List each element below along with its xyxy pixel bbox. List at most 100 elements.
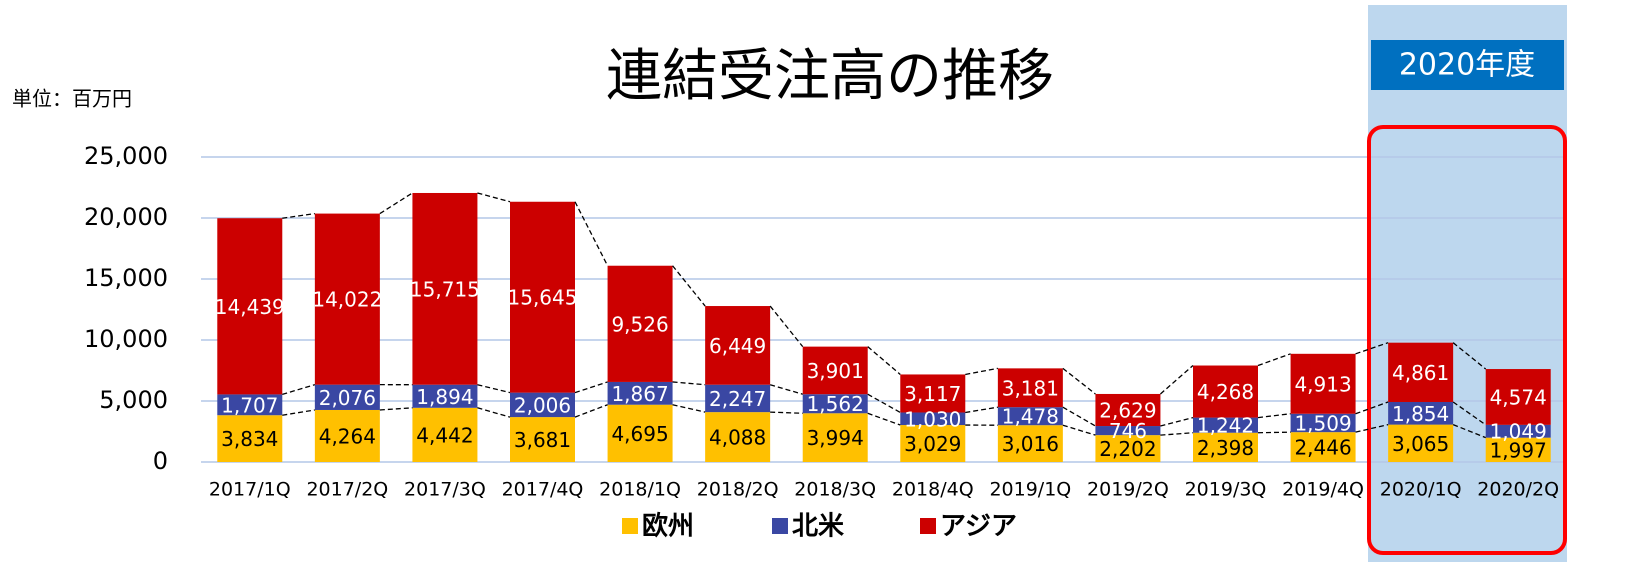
chart-title: 連結受注高の推移: [606, 44, 1054, 109]
bar-segment: [510, 392, 575, 418]
connector-line: [574, 201, 609, 267]
x-tick-label: 2020/1Q: [1380, 479, 1462, 501]
data-label: 1,509: [1294, 411, 1351, 435]
connector-line: [1257, 413, 1291, 419]
connector-line: [477, 192, 511, 203]
bar-segment: [900, 374, 966, 413]
connector-line: [1452, 424, 1486, 439]
x-tick-label: 2017/1Q: [209, 479, 291, 501]
data-label: 4,268: [1197, 380, 1254, 404]
connector-line: [867, 346, 901, 375]
bar-segment: [510, 201, 575, 393]
bar-segment: [802, 346, 868, 395]
connector-line: [1355, 342, 1389, 355]
connector-line: [1257, 431, 1291, 434]
bar-segment: [997, 368, 1063, 408]
bar-segment: [217, 415, 283, 462]
data-label: 3,681: [514, 428, 571, 452]
data-label: 1,867: [611, 382, 668, 406]
bar-segment: [705, 412, 771, 462]
bar-segment: [1485, 424, 1551, 438]
bar-segment: [217, 394, 283, 416]
legend-label: アジア: [940, 512, 1017, 542]
connector-line: [965, 367, 998, 376]
connector-line: [1062, 367, 1096, 395]
grid: [201, 156, 1567, 463]
connector-line: [672, 265, 706, 307]
y-tick-label: 15,000: [84, 264, 168, 292]
bar-segment: [1193, 432, 1258, 462]
bar-segment: [1388, 424, 1454, 462]
bar-segment: [217, 218, 283, 395]
connector-line: [1452, 401, 1487, 426]
data-label: 3,065: [1392, 432, 1449, 456]
data-label: 3,117: [904, 382, 961, 406]
connector-line: [1160, 416, 1194, 427]
data-label: 2,247: [709, 387, 766, 411]
connector-line: [770, 411, 803, 414]
bar-segment: [900, 412, 966, 426]
data-label: 1,562: [807, 392, 864, 416]
y-tick-label: 5,000: [99, 386, 168, 414]
data-label: 2,446: [1294, 436, 1351, 460]
legend-swatch: [920, 518, 936, 534]
data-label: 6,449: [709, 334, 766, 358]
connector-line: [477, 384, 511, 394]
bar-segment: [1193, 417, 1258, 433]
x-tick-label: 2020/2Q: [1477, 479, 1559, 501]
data-label: 746: [1109, 419, 1147, 443]
x-tick-label: 2018/1Q: [599, 479, 681, 501]
connector-line: [282, 384, 316, 396]
bar-segment: [1290, 353, 1356, 414]
y-tick-label: 10,000: [84, 325, 168, 353]
unit-label: 単位：百万円: [12, 87, 132, 111]
x-tick-label: 2017/2Q: [306, 479, 388, 501]
data-label: 15,715: [410, 277, 480, 301]
connector-line: [282, 212, 315, 219]
connector-line: [574, 404, 608, 418]
x-tick-label: 2019/2Q: [1087, 479, 1169, 501]
data-label: 1,997: [1490, 438, 1547, 462]
data-label: 1,242: [1197, 414, 1254, 438]
x-tick-label: 2018/2Q: [697, 479, 779, 501]
bar-segment: [314, 213, 380, 385]
data-label: 14,022: [312, 288, 382, 312]
connector-line: [672, 381, 706, 386]
connector-line: [1355, 401, 1389, 415]
data-label: 4,264: [319, 424, 376, 448]
connector-line: [1355, 423, 1389, 433]
bar-segment: [802, 413, 868, 462]
data-label: 2,629: [1099, 398, 1156, 422]
data-label: 3,029: [904, 432, 961, 456]
data-label: 2,076: [319, 386, 376, 410]
data-label: 15,645: [508, 286, 578, 310]
connector-line: [1452, 342, 1487, 370]
x-tick-label: 2019/1Q: [989, 479, 1071, 501]
connector-line: [769, 305, 804, 348]
y-tick-label: 25,000: [84, 142, 168, 170]
data-label: 1,854: [1392, 402, 1449, 426]
data-label: 4,913: [1294, 372, 1351, 396]
bar-segment: [314, 384, 380, 410]
bar-segment: [1485, 437, 1551, 462]
x-tick-label: 2018/3Q: [794, 479, 876, 501]
bar-segment: [1388, 342, 1454, 402]
connector-line: [867, 393, 901, 414]
connector-line: [1062, 424, 1096, 436]
x-tick-label: 2019/4Q: [1282, 479, 1364, 501]
x-tick-label: 2017/4Q: [502, 479, 584, 501]
bar-segment: [705, 306, 771, 385]
connector-line: [379, 407, 413, 411]
highlight-label-box: [1371, 40, 1564, 90]
connector-line: [574, 381, 608, 394]
bar-segment: [607, 404, 673, 462]
legend-label: 北米: [792, 512, 844, 542]
data-label: 1,707: [221, 393, 278, 417]
bar-segment: [997, 425, 1063, 462]
highlight-frame: [1367, 125, 1567, 555]
x-tick-label: 2018/4Q: [892, 479, 974, 501]
y-tick-label: 0: [153, 447, 168, 475]
bar-segment: [510, 417, 575, 462]
data-label: 3,994: [807, 426, 864, 450]
